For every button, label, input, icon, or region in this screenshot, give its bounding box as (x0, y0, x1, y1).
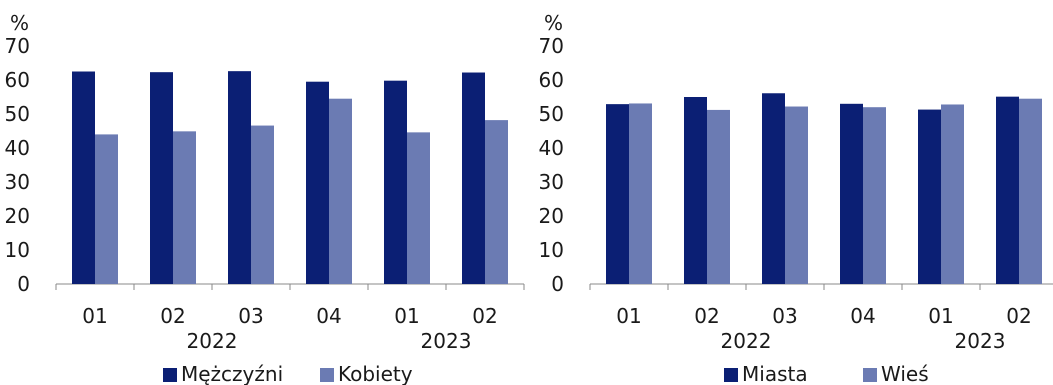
legend-swatch (724, 368, 738, 382)
bar-wieś (863, 107, 886, 284)
y-tick-label: 40 (5, 136, 30, 160)
bar-miasta (918, 109, 941, 284)
y-axis-unit-label: % (10, 11, 29, 35)
bar-wieś (1019, 98, 1042, 284)
bar-kobiety (407, 132, 430, 284)
bar-mężczyźni (228, 71, 251, 284)
y-tick-label: 50 (539, 102, 564, 126)
bar-kobiety (485, 120, 508, 285)
bar-mężczyźni (72, 71, 95, 284)
bar-kobiety (173, 131, 196, 284)
legend-label: Miasta (742, 362, 808, 385)
x-tick-label: 03 (772, 304, 797, 328)
y-tick-label: 0 (551, 272, 564, 296)
y-tick-label: 40 (539, 136, 564, 160)
x-tick-label: 02 (160, 304, 185, 328)
legend-label: Mężczyźni (181, 362, 283, 385)
y-tick-label: 10 (539, 238, 564, 262)
y-tick-label: 20 (5, 204, 30, 228)
bar-wieś (707, 109, 730, 284)
bar-miasta (762, 93, 785, 284)
y-tick-label: 50 (5, 102, 30, 126)
bar-kobiety (95, 134, 118, 284)
x-tick-label: 03 (238, 304, 263, 328)
bar-miasta (840, 103, 863, 284)
x-tick-label: 04 (850, 304, 875, 328)
bar-miasta (606, 104, 629, 284)
bar-wieś (785, 106, 808, 285)
x-tick-label: 02 (472, 304, 497, 328)
bar-mężczyźni (384, 80, 407, 285)
legend-swatch (320, 368, 334, 382)
bar-kobiety (329, 98, 352, 284)
x-year-label: 2023 (421, 329, 472, 353)
x-year-label: 2022 (721, 329, 772, 353)
legend-label: Wieś (881, 362, 929, 385)
legend-label: Kobiety (338, 362, 413, 385)
x-tick-label: 04 (316, 304, 341, 328)
x-tick-label: 01 (394, 304, 419, 328)
bar-kobiety (251, 125, 274, 284)
y-tick-label: 0 (17, 272, 30, 296)
y-tick-label: 10 (5, 238, 30, 262)
x-tick-label: 02 (1006, 304, 1031, 328)
y-tick-label: 70 (5, 34, 30, 58)
bar-mężczyźni (306, 81, 329, 284)
x-tick-label: 01 (928, 304, 953, 328)
bar-wieś (941, 104, 964, 284)
x-tick-label: 01 (616, 304, 641, 328)
y-tick-label: 60 (539, 68, 564, 92)
x-year-label: 2023 (955, 329, 1006, 353)
bar-miasta (996, 96, 1019, 284)
y-axis-unit-label: % (544, 11, 563, 35)
y-tick-label: 30 (539, 170, 564, 194)
bar-miasta (684, 97, 707, 284)
x-tick-label: 01 (82, 304, 107, 328)
y-tick-label: 20 (539, 204, 564, 228)
bar-mężczyźni (150, 72, 173, 285)
y-tick-label: 60 (5, 68, 30, 92)
x-year-label: 2022 (187, 329, 238, 353)
x-tick-label: 02 (694, 304, 719, 328)
legend-swatch (863, 368, 877, 382)
y-tick-label: 70 (539, 34, 564, 58)
legend-swatch (163, 368, 177, 382)
bar-mężczyźni (462, 72, 485, 285)
y-tick-label: 30 (5, 170, 30, 194)
bar-wieś (629, 103, 652, 285)
